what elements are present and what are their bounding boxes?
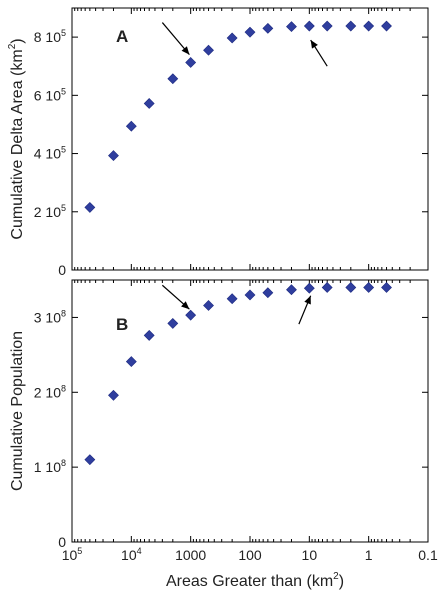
x-axis-label-close: )	[339, 573, 344, 590]
data-point	[84, 454, 96, 466]
annotation-arrowhead	[181, 46, 190, 55]
data-point	[108, 150, 119, 162]
data-point	[108, 389, 119, 401]
x-tick-label: 1	[365, 547, 373, 563]
data-point	[125, 356, 137, 368]
data-point	[321, 20, 333, 32]
panel-label: B	[116, 315, 128, 334]
plot-frame	[71, 7, 429, 271]
x-axis-label-sup: 2	[333, 571, 339, 582]
data-point	[345, 282, 357, 293]
y-tick-label: 1 108	[34, 458, 66, 475]
panel-a: 0 2 105 4 105 6 105 8 105 Cumulative Delta Ar…	[7, 7, 429, 278]
x-tick-label: 100	[238, 547, 262, 563]
data-point	[363, 282, 375, 293]
data-point	[125, 120, 137, 132]
data-point	[303, 282, 315, 294]
y-tick-label: 0	[58, 534, 66, 550]
data-point	[226, 32, 238, 44]
data-point	[321, 282, 333, 293]
data-point	[381, 20, 392, 32]
data-point	[203, 44, 214, 56]
data-point	[143, 329, 155, 341]
x-axis-label-text: Areas Greater than (km	[166, 573, 333, 590]
x-tick-label: 104	[121, 546, 142, 563]
x-tick-label: 1000	[175, 547, 206, 563]
data-point	[203, 300, 214, 311]
y-tick-label: 8 105	[34, 28, 66, 45]
data-point	[286, 21, 297, 33]
data-point	[185, 309, 197, 321]
y-tick-label: 2 105	[34, 203, 66, 220]
y-tick-label: 4 105	[34, 145, 66, 162]
y-tick-label: 0	[58, 262, 66, 278]
data-point	[167, 73, 179, 85]
x-tick-label: 105	[62, 546, 83, 563]
data-point	[185, 57, 197, 68]
annotation-arrowhead	[181, 301, 190, 310]
data-point	[84, 201, 96, 213]
data-point	[226, 293, 238, 305]
x-tick-label: 0.1	[418, 547, 438, 563]
panel-label: A	[116, 27, 128, 46]
y-tick-label: 6 105	[34, 86, 66, 103]
y-axis-label: Cumulative Population	[9, 331, 26, 491]
data-point	[286, 284, 297, 296]
data-point	[303, 20, 315, 32]
data-point	[167, 317, 179, 329]
data-point	[262, 287, 274, 299]
panel-b: 0 1 108 2 108 3 108 Cumulative Population B	[9, 279, 429, 550]
data-point	[143, 98, 155, 109]
annotation-arrowhead	[304, 295, 311, 305]
y-axis-label: Cumulative Delta Area (km2)	[7, 38, 26, 239]
data-point	[244, 26, 256, 38]
data-point	[363, 20, 375, 32]
data-point	[381, 282, 392, 293]
x-axis-tick-labels: 105 104 1000 100 10 1 0.1	[62, 546, 438, 563]
data-point	[345, 20, 357, 32]
y-tick-label: 3 108	[34, 308, 66, 325]
data-point	[244, 289, 256, 301]
x-axis-label: Areas Greater than (km2)	[166, 571, 344, 590]
data-point	[262, 22, 274, 34]
y-tick-label: 2 108	[34, 383, 66, 400]
annotation-arrowhead	[310, 40, 318, 49]
x-tick-label: 10	[302, 547, 318, 563]
